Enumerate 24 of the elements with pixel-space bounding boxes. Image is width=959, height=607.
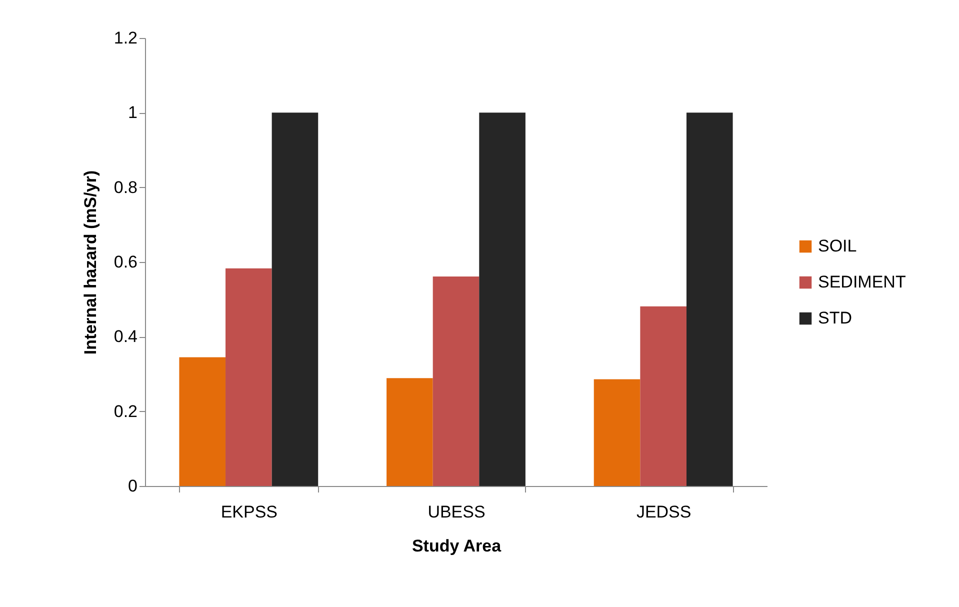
bar <box>179 357 226 486</box>
y-tick-label: 0.8 <box>114 178 138 197</box>
legend-label: SEDIMENT <box>818 272 906 292</box>
y-tick-label: 0 <box>128 476 138 496</box>
y-tick-label: 0.2 <box>114 402 138 421</box>
bar <box>272 112 318 486</box>
x-tick-label: EKPSS <box>220 502 278 522</box>
bar <box>594 379 640 486</box>
y-axis-title: Internal hazard (mS/yr) <box>80 170 100 355</box>
legend-label: SOIL <box>818 236 857 256</box>
bar <box>686 112 733 486</box>
bar <box>226 268 272 486</box>
bar <box>386 378 433 486</box>
y-tick-label: 1.2 <box>114 28 138 48</box>
bar <box>640 306 686 486</box>
x-tick-label: JEDSS <box>636 502 692 522</box>
y-tick-label: 0.4 <box>114 327 138 346</box>
y-tick-label: 1 <box>128 103 138 122</box>
x-tick-label: UBESS <box>428 502 486 522</box>
legend-label: STD <box>818 308 852 328</box>
bar <box>432 276 480 486</box>
bar <box>479 112 526 486</box>
y-tick-label: 0.6 <box>114 252 138 272</box>
x-axis-title: Study Area <box>412 536 502 556</box>
